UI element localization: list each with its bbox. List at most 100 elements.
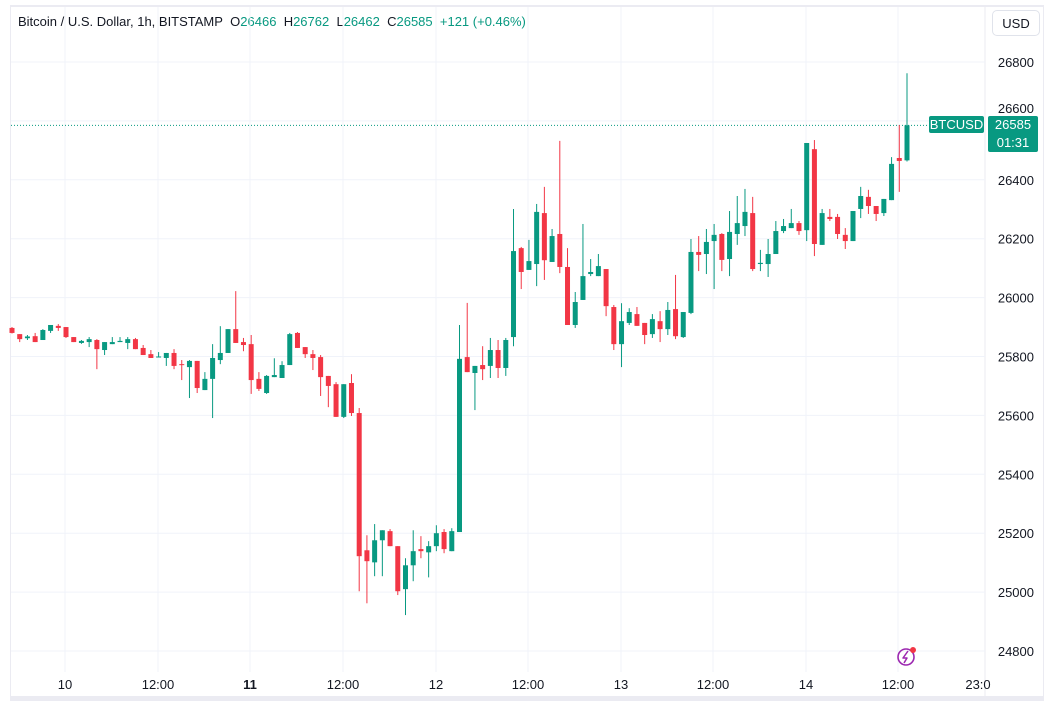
- y-tick-label: 26800: [998, 55, 1034, 70]
- candle-body: [202, 378, 208, 391]
- candle-body: [63, 327, 69, 338]
- candle-body: [773, 231, 779, 255]
- candle-body: [48, 324, 54, 331]
- candle: [904, 73, 910, 162]
- candle-body: [333, 384, 339, 417]
- candle: [673, 274, 679, 340]
- candle: [588, 259, 594, 277]
- candle: [171, 349, 177, 370]
- bar-countdown: 01:31: [997, 135, 1030, 150]
- candle: [557, 140, 563, 274]
- candle-body: [873, 206, 879, 214]
- candle: [40, 329, 46, 341]
- candle-body: [387, 531, 393, 547]
- candle-body: [117, 340, 123, 343]
- candle-body: [395, 546, 401, 592]
- candle: [94, 339, 100, 370]
- candle: [804, 142, 810, 242]
- candle-body: [248, 344, 254, 381]
- candle-body: [603, 269, 609, 307]
- candle-body: [549, 236, 555, 262]
- candle-body: [279, 365, 285, 378]
- candle: [526, 239, 532, 270]
- candle-body: [580, 276, 586, 300]
- candle: [186, 360, 192, 399]
- candle-body: [595, 266, 601, 277]
- candle: [271, 358, 277, 378]
- grid: [11, 7, 986, 697]
- low-label: L: [336, 14, 344, 29]
- candle-body: [86, 339, 92, 343]
- price-badge-bg: [988, 116, 1038, 152]
- candle-body: [665, 309, 671, 330]
- candle-body: [827, 216, 833, 219]
- candle-body: [472, 365, 478, 373]
- candles: [9, 73, 910, 616]
- candle-body: [680, 312, 686, 338]
- candle-body: [32, 336, 38, 343]
- candle-body: [904, 125, 910, 161]
- candle: [256, 372, 262, 391]
- candle: [727, 211, 733, 277]
- y-tick-label: 26200: [998, 232, 1034, 247]
- candle: [565, 248, 571, 325]
- x-tick-label: 12:00: [327, 677, 360, 692]
- candle-body: [271, 375, 277, 378]
- currency-button[interactable]: USD: [992, 10, 1040, 36]
- x-tick-label: 10: [58, 677, 72, 692]
- candle-body: [156, 356, 162, 358]
- candle: [503, 337, 509, 376]
- candle-body: [688, 251, 694, 313]
- candle-body: [240, 342, 246, 346]
- candle-body: [148, 354, 154, 358]
- candle-body: [742, 211, 748, 227]
- candle: [811, 140, 817, 257]
- candle-body: [750, 213, 756, 270]
- candle: [750, 196, 756, 272]
- candle: [294, 332, 300, 348]
- candle-body: [233, 329, 239, 343]
- candle: [364, 535, 370, 604]
- candle: [580, 223, 586, 300]
- candle-body: [703, 241, 709, 255]
- candle-body: [626, 312, 632, 323]
- candle-body: [511, 251, 517, 338]
- candle: [449, 528, 455, 552]
- candle-body: [171, 352, 177, 366]
- candle: [464, 302, 470, 373]
- x-tick-label: 12:00: [512, 677, 545, 692]
- change-value: +121 (+0.46%): [439, 14, 526, 29]
- candle: [148, 350, 154, 358]
- candle-body: [464, 357, 470, 373]
- candle-body: [441, 532, 447, 550]
- candle: [348, 374, 354, 416]
- candle-body: [325, 375, 331, 386]
- candle: [125, 337, 131, 350]
- candle: [873, 206, 879, 222]
- candle: [711, 223, 717, 290]
- open-label: O: [230, 14, 241, 29]
- candle: [441, 529, 447, 554]
- candle: [410, 530, 416, 582]
- candle: [773, 221, 779, 255]
- y-tick-label: 25000: [998, 585, 1034, 600]
- candle-body: [865, 196, 871, 207]
- candle-body: [619, 321, 625, 345]
- candle-body: [557, 233, 563, 267]
- candle: [78, 340, 84, 344]
- candle: [688, 238, 694, 315]
- candle: [325, 375, 331, 408]
- candle: [842, 228, 848, 250]
- candle-body: [294, 332, 300, 348]
- candle-body: [372, 540, 378, 563]
- candle: [426, 541, 432, 578]
- candle: [889, 157, 895, 201]
- candle-body: [850, 211, 856, 242]
- candle: [302, 347, 308, 358]
- candle-body: [611, 307, 617, 345]
- candle-body: [24, 336, 30, 339]
- symbol-description: Bitcoin / U.S. Dollar, 1h, BITSTAMP: [18, 14, 223, 29]
- lightning-alert-icon[interactable]: [897, 647, 916, 666]
- candle: [63, 327, 69, 338]
